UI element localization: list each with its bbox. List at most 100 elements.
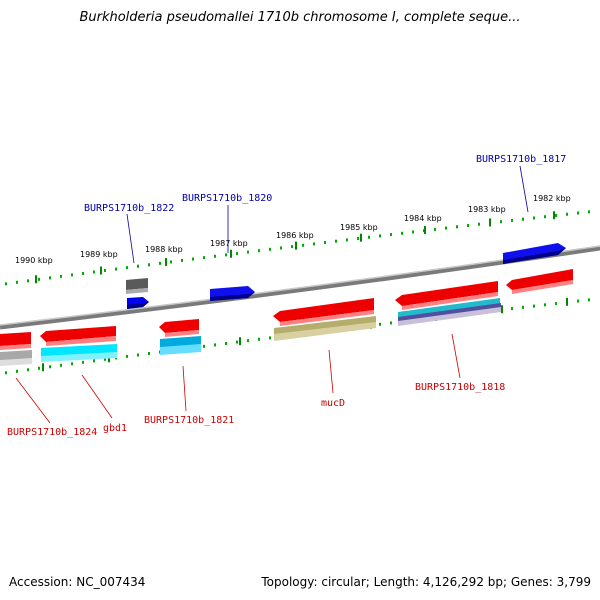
scale-dot <box>577 211 579 215</box>
scale-dot <box>49 276 51 280</box>
forward-features <box>126 243 566 309</box>
kbp-label: 1989 kbp <box>80 250 118 259</box>
scale-major-tick <box>165 258 167 267</box>
gene-label-1820[interactable]: BURPS1710b_1820 <box>182 193 272 204</box>
scale-dot <box>71 362 73 366</box>
feature-red-right[interactable] <box>506 269 573 290</box>
scale-dot <box>82 360 84 364</box>
scale-dot <box>412 230 414 234</box>
scale-dot <box>214 254 216 258</box>
scale-dot <box>588 298 590 302</box>
kbp-label: 1988 kbp <box>145 245 183 254</box>
scale-dot <box>38 366 40 370</box>
scale-dot <box>555 302 557 306</box>
scale-dot <box>566 212 568 216</box>
scale-dot <box>357 237 359 241</box>
gene-label-1818[interactable]: BURPS1710b_1818 <box>415 382 505 393</box>
scale-major-tick <box>489 218 491 227</box>
gene-label-mucD[interactable]: mucD <box>321 398 345 409</box>
scale-dot <box>445 226 447 230</box>
feature-red-mucD[interactable] <box>273 298 374 322</box>
scale-major-tick <box>100 266 102 275</box>
genome-summary: Topology: circular; Length: 4,126,292 bp… <box>261 575 591 589</box>
gene-label-1817[interactable]: BURPS1710b_1817 <box>476 154 566 165</box>
scale-dot <box>60 274 62 278</box>
feature-labels: BURPS1710b_1822 BURPS1710b_1820 BURPS171… <box>7 154 566 438</box>
gene-label-gbd1[interactable]: gbd1 <box>103 423 127 434</box>
scale-dot <box>467 224 469 228</box>
gene-label-1821[interactable]: BURPS1710b_1821 <box>144 415 234 426</box>
kbp-label: 1986 kbp <box>276 231 314 240</box>
scale-dot <box>236 251 238 255</box>
scale-dot <box>434 227 436 231</box>
scale-dot <box>137 264 139 268</box>
scale-dot <box>522 305 524 309</box>
accession-text: Accession: NC_007434 <box>9 575 146 589</box>
scale-dot <box>38 277 40 281</box>
scale-dot <box>500 220 502 224</box>
scale-major-tick <box>295 241 297 250</box>
scale-dot <box>258 249 260 253</box>
label-leaders <box>15 165 529 424</box>
scale-dot <box>60 363 62 367</box>
scale-dot <box>511 218 513 222</box>
scale-dot <box>577 299 579 303</box>
map-title: Burkholderia pseudomallei 1710b chromoso… <box>79 10 521 25</box>
feature-teal-1818[interactable] <box>398 298 500 318</box>
scale-dot <box>225 342 227 345</box>
scale-dot <box>159 261 161 265</box>
scale-dot <box>104 357 106 361</box>
scale-dot <box>71 273 73 277</box>
scale-dot <box>478 222 480 226</box>
kbp-label: 1984 kbp <box>404 214 442 223</box>
scale-dot <box>291 245 293 249</box>
feature-red-1824[interactable] <box>0 332 31 346</box>
kbp-label: 1990 kbp <box>15 256 53 265</box>
scale-dot <box>82 271 84 275</box>
scale-dot <box>269 247 271 251</box>
scale-dot <box>269 336 271 340</box>
feature-grey[interactable] <box>126 278 148 290</box>
scale-dot <box>302 243 304 247</box>
scale-dot <box>27 368 29 372</box>
kbp-label: 1982 kbp <box>533 194 571 203</box>
scale-major-tick <box>35 275 37 284</box>
scale-dot <box>533 216 535 220</box>
scale-dot <box>93 359 95 363</box>
scale-dot <box>313 242 315 246</box>
scale-dot <box>148 352 150 356</box>
kbp-label: 1983 kbp <box>468 205 506 214</box>
scale-dot <box>214 343 216 347</box>
scale-dot <box>115 267 117 271</box>
kbp-labels: 1990 kbp 1989 kbp 1988 kbp 1987 kbp 1986… <box>15 194 571 265</box>
scale-dot <box>203 344 205 348</box>
gene-label-1824[interactable]: BURPS1710b_1824 <box>7 427 97 438</box>
feature-red-gbd1[interactable] <box>40 326 116 342</box>
scale-dot <box>5 371 7 375</box>
scale-dot <box>456 225 458 229</box>
scale-major-tick <box>566 297 568 306</box>
scale-dot <box>192 257 194 261</box>
scale-dot <box>258 337 260 341</box>
scale-dot <box>511 307 513 311</box>
gene-label-1822[interactable]: BURPS1710b_1822 <box>84 203 174 214</box>
outer-scale-ticks <box>5 210 590 286</box>
scale-dot <box>544 215 546 219</box>
scale-dot <box>379 322 381 326</box>
scale-dot <box>27 279 29 283</box>
scale-dot <box>390 233 392 237</box>
scale-major-tick <box>501 305 503 314</box>
feature-red-1821[interactable] <box>159 319 199 333</box>
scale-dot <box>522 217 524 221</box>
scale-major-tick <box>424 226 426 235</box>
scale-dot <box>203 256 205 260</box>
scale-dot <box>379 234 381 238</box>
feature-red-1818[interactable] <box>395 281 498 306</box>
scale-dot <box>126 354 128 358</box>
scale-dot <box>225 253 227 257</box>
scale-major-tick <box>553 211 555 220</box>
scale-dot <box>555 213 557 217</box>
scale-dot <box>5 282 7 286</box>
kbp-label: 1987 kbp <box>210 239 248 248</box>
